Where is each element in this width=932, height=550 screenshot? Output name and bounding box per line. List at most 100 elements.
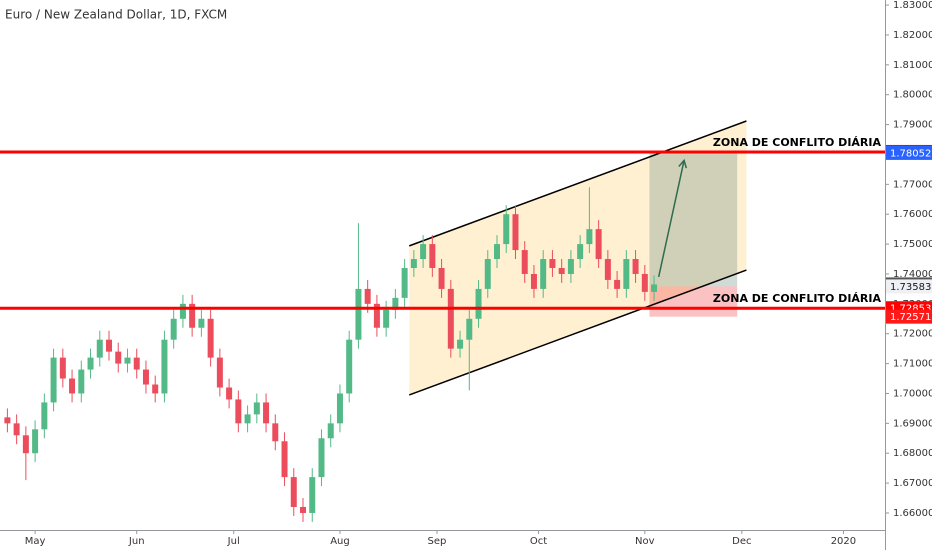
- candle-body: [577, 244, 584, 260]
- y-tick-label: 1.70000: [893, 388, 932, 399]
- candle-body: [87, 357, 94, 370]
- candle-body: [69, 378, 76, 394]
- zone-label: ZONA DE CONFLITO DIÁRIA: [713, 292, 882, 305]
- candle-body: [22, 435, 29, 454]
- candle-body: [558, 267, 565, 274]
- candle-body: [327, 423, 334, 439]
- candle-body: [586, 229, 593, 245]
- candle-body: [614, 279, 621, 289]
- candle-body: [512, 214, 519, 251]
- y-tick-label: 1.82000: [893, 30, 932, 41]
- candle-body: [484, 259, 491, 289]
- candle-body: [290, 477, 297, 507]
- candle-body: [336, 393, 343, 424]
- candle-body: [133, 357, 140, 370]
- y-tick-label: 1.75000: [893, 239, 932, 250]
- candle-body: [373, 303, 380, 328]
- candle-body: [309, 477, 316, 513]
- candle-body: [106, 339, 113, 352]
- candle-body: [447, 288, 454, 349]
- y-tick-label: 1.81000: [893, 60, 932, 71]
- candle-body: [540, 259, 547, 289]
- candle-body: [549, 259, 556, 268]
- candle-body: [4, 417, 11, 424]
- y-tick-label: 1.74000: [893, 269, 932, 280]
- y-tick-label: 1.72000: [893, 329, 932, 340]
- candle-body: [124, 357, 131, 364]
- candle-body: [235, 399, 242, 424]
- candle-body: [429, 244, 436, 268]
- x-tick-label: Jul: [227, 536, 240, 547]
- y-tick-label: 1.71000: [893, 359, 932, 370]
- candle-body: [641, 273, 648, 292]
- price-tag-label: 1.72853: [890, 304, 931, 315]
- position-profit: [649, 152, 738, 287]
- price-tag-label: 1.72571: [890, 312, 931, 323]
- candle-body: [364, 288, 371, 304]
- position-loss: [649, 286, 738, 317]
- candle-body: [13, 423, 20, 436]
- candle-body: [567, 259, 574, 274]
- candle-body: [420, 244, 427, 260]
- candle-body: [401, 267, 408, 298]
- candle-body: [198, 318, 205, 328]
- candle-body: [32, 429, 39, 454]
- candle-body: [216, 357, 223, 388]
- y-tick-label: 1.76000: [893, 209, 932, 220]
- candle-body: [604, 259, 611, 280]
- candle-body: [530, 273, 537, 289]
- candle-body: [300, 506, 307, 513]
- candle-body: [457, 339, 464, 349]
- candle-body: [115, 351, 122, 364]
- candle-body: [466, 318, 473, 340]
- y-tick-label: 1.77000: [893, 179, 932, 190]
- candle-body: [189, 303, 196, 328]
- candle-body: [142, 369, 149, 385]
- price-tag: [886, 145, 932, 160]
- candle-body: [503, 214, 510, 245]
- y-tick-label: 1.66000: [893, 508, 932, 519]
- candle-body: [383, 309, 390, 328]
- price-tag: [886, 309, 932, 324]
- x-tick-label: May: [25, 536, 46, 547]
- x-tick-label: Oct: [530, 536, 547, 547]
- candle-body: [263, 402, 270, 424]
- channel-line: [408, 120, 747, 247]
- channel-line: [408, 269, 747, 396]
- y-tick-label: 1.67000: [893, 478, 932, 489]
- x-tick-label: Dec: [732, 536, 751, 547]
- candle-body: [632, 259, 639, 274]
- candle-body: [318, 438, 325, 478]
- candle-body: [244, 414, 251, 424]
- price-tag: [886, 279, 932, 294]
- candle-body: [226, 387, 233, 400]
- candle-body: [392, 297, 399, 310]
- arrow-line: [657, 160, 685, 278]
- candle-body: [78, 369, 85, 394]
- y-tick-label: 1.68000: [893, 448, 932, 459]
- candle-body: [170, 318, 177, 340]
- candle-body: [521, 250, 528, 274]
- y-tick-label: 1.80000: [893, 90, 932, 101]
- y-tick-label: 1.79000: [893, 120, 932, 131]
- chart-title: Euro / New Zealand Dollar, 1D, FXCM: [5, 8, 227, 22]
- candle-body: [161, 339, 168, 394]
- candle-body: [623, 259, 630, 289]
- candle-body: [494, 244, 501, 260]
- candle-body: [96, 339, 103, 358]
- x-tick-label: Sep: [428, 536, 447, 547]
- price-tag-label: 1.78052: [890, 148, 931, 159]
- candle-body: [41, 402, 48, 430]
- candle-body: [595, 229, 602, 260]
- x-tick-label: Jun: [128, 536, 145, 547]
- x-tick-label: 2020: [831, 536, 856, 547]
- candle-body: [438, 267, 445, 289]
- candle-body: [281, 441, 288, 478]
- x-tick-label: Nov: [635, 536, 655, 547]
- y-tick-label: 1.69000: [893, 418, 932, 429]
- candle-body: [152, 384, 159, 394]
- arrow-head: [678, 158, 688, 169]
- candle-body: [346, 339, 353, 394]
